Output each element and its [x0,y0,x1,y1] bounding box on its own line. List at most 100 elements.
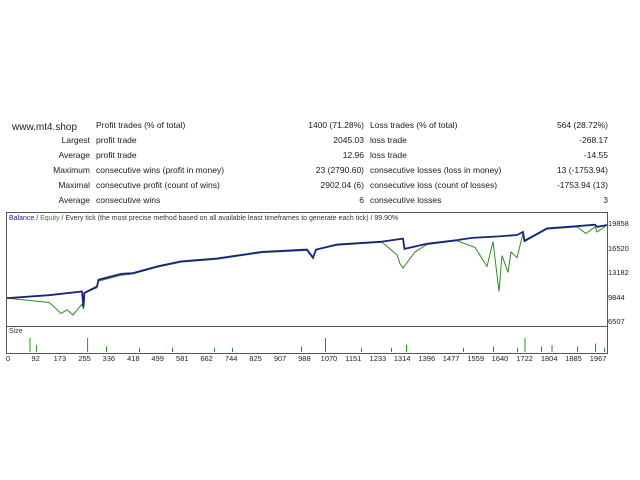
stats-key: consecutive loss (count of losses) [370,180,498,190]
x-tick-label: 1070 [320,354,338,363]
size-bar [106,346,107,352]
size-bar [517,347,518,352]
stats-row: Average profit trade 12.96 loss trade -1… [0,148,640,163]
size-bar [604,347,605,352]
size-bar [595,343,596,352]
x-tick-label: 0 [5,354,11,363]
balance-equity-chart: Balance / Equity / Every tick (the most … [6,212,608,328]
x-tick-label: 499 [151,354,164,363]
stats-key: Loss trades (% of total) [370,120,458,130]
x-tick-label: 1640 [491,354,509,363]
stats-label: Maximum [53,165,90,175]
stats-label: Maximal [58,180,90,190]
size-bar [391,347,392,352]
stats-value: 6 [359,195,364,205]
x-tick-label: 336 [102,354,116,363]
stats-value: 12.96 [342,150,364,160]
x-tick-label: 92 [31,354,40,363]
stats-value: 13 (-1753.94) [556,165,608,175]
size-bar [232,347,233,352]
stats-value: -1753.94 (13) [556,180,608,190]
stats-key: consecutive wins (profit in money) [96,165,225,175]
stats-key: consecutive profit (count of wins) [96,180,220,190]
y-tick-label: 9844 [608,292,625,302]
stats-key: loss trade [370,135,407,145]
x-tick-label: 1477 [442,354,460,363]
x-tick-label: 825 [249,354,262,363]
stats-key: profit trade [96,135,137,145]
size-bar [325,338,326,352]
x-tick-label: 1885 [565,354,582,363]
size-bar [463,347,464,352]
x-tick-label: 907 [273,354,287,363]
stats-value: 1400 (71.28%) [308,120,364,130]
x-tick-label: 1151 [345,354,362,363]
stats-value: 564 (28.72%) [556,120,608,130]
x-tick-label: 1314 [393,354,411,363]
x-tick-label: 1396 [418,354,436,363]
x-tick-label: 1722 [516,354,533,363]
stats-value: -268.17 [579,135,608,145]
stats-key: consecutive wins [96,195,161,205]
x-tick-label: 988 [298,354,311,363]
y-tick-label: 16520 [608,243,629,253]
stats-value: 2045.03 [333,135,364,145]
size-bar [214,347,215,352]
size-bar [524,338,526,352]
size-bar [301,346,302,352]
stats-key: consecutive losses [370,195,442,205]
x-tick-label: 173 [53,354,67,363]
stats-key: profit trade [96,150,137,160]
size-bar [36,345,38,352]
stats-row: Maximum consecutive wins (profit in mone… [0,163,640,178]
size-bar [87,338,89,352]
stats-row: Largest profit trade 2045.03 loss trade … [0,133,640,148]
stats-label: Average [58,150,90,160]
x-tick-label: 581 [176,354,189,363]
x-tick-label: 255 [78,354,91,363]
size-bar [29,338,31,352]
stats-value: 23 (2790.60) [315,165,364,175]
size-chart: Size [6,326,608,354]
size-bar [551,345,553,352]
size-bar [139,347,140,352]
stats-key: consecutive losses (loss in money) [370,165,502,175]
y-tick-label: 6507 [608,317,625,326]
x-tick-label: 1967 [589,354,607,363]
y-tick-label: 13182 [608,268,629,277]
chart-legend: Balance / Equity / Every tick (the most … [9,215,398,222]
stats-key: Profit trades (% of total) [96,120,186,130]
stats-value: 3 [603,195,608,205]
stats-key: loss trade [370,150,407,160]
size-bar [361,347,362,352]
stats-row: Maximal consecutive profit (count of win… [0,178,640,193]
stats-row: Average consecutive wins 6 consecutive l… [0,193,640,208]
size-bar [541,346,542,352]
size-bar [172,347,173,352]
watermark-text: www.mt4.shop [12,122,78,133]
x-tick-label: 1233 [369,354,387,363]
x-tick-label: 662 [200,354,213,363]
balance-line [7,223,607,307]
size-plot-area [29,338,605,352]
x-tick-label: 418 [127,354,140,363]
stats-label: Largest [61,135,90,145]
size-bar [493,346,494,352]
size-bar [406,345,407,352]
legend-balance: Balance [9,215,35,222]
x-tick-label: 1559 [467,354,485,363]
legend-separator: / [34,215,41,222]
y-tick-label: 19858 [608,219,629,228]
legend-description: / Every tick (the most precise method ba… [59,215,399,222]
legend-equity: Equity [40,215,60,222]
stats-row: Profit trades (% of total) 1400 (71.28%)… [0,118,640,133]
stats-value: 2902.04 (6) [320,180,364,190]
stats-value: -14.55 [583,150,608,160]
equity-line [7,224,607,316]
size-label: Size [9,328,23,335]
size-bar [577,346,578,352]
x-tick-label: 1804 [540,354,558,363]
stats-label: Average [58,195,90,205]
x-tick-label: 744 [224,354,238,363]
chart-plot-area [7,223,607,316]
